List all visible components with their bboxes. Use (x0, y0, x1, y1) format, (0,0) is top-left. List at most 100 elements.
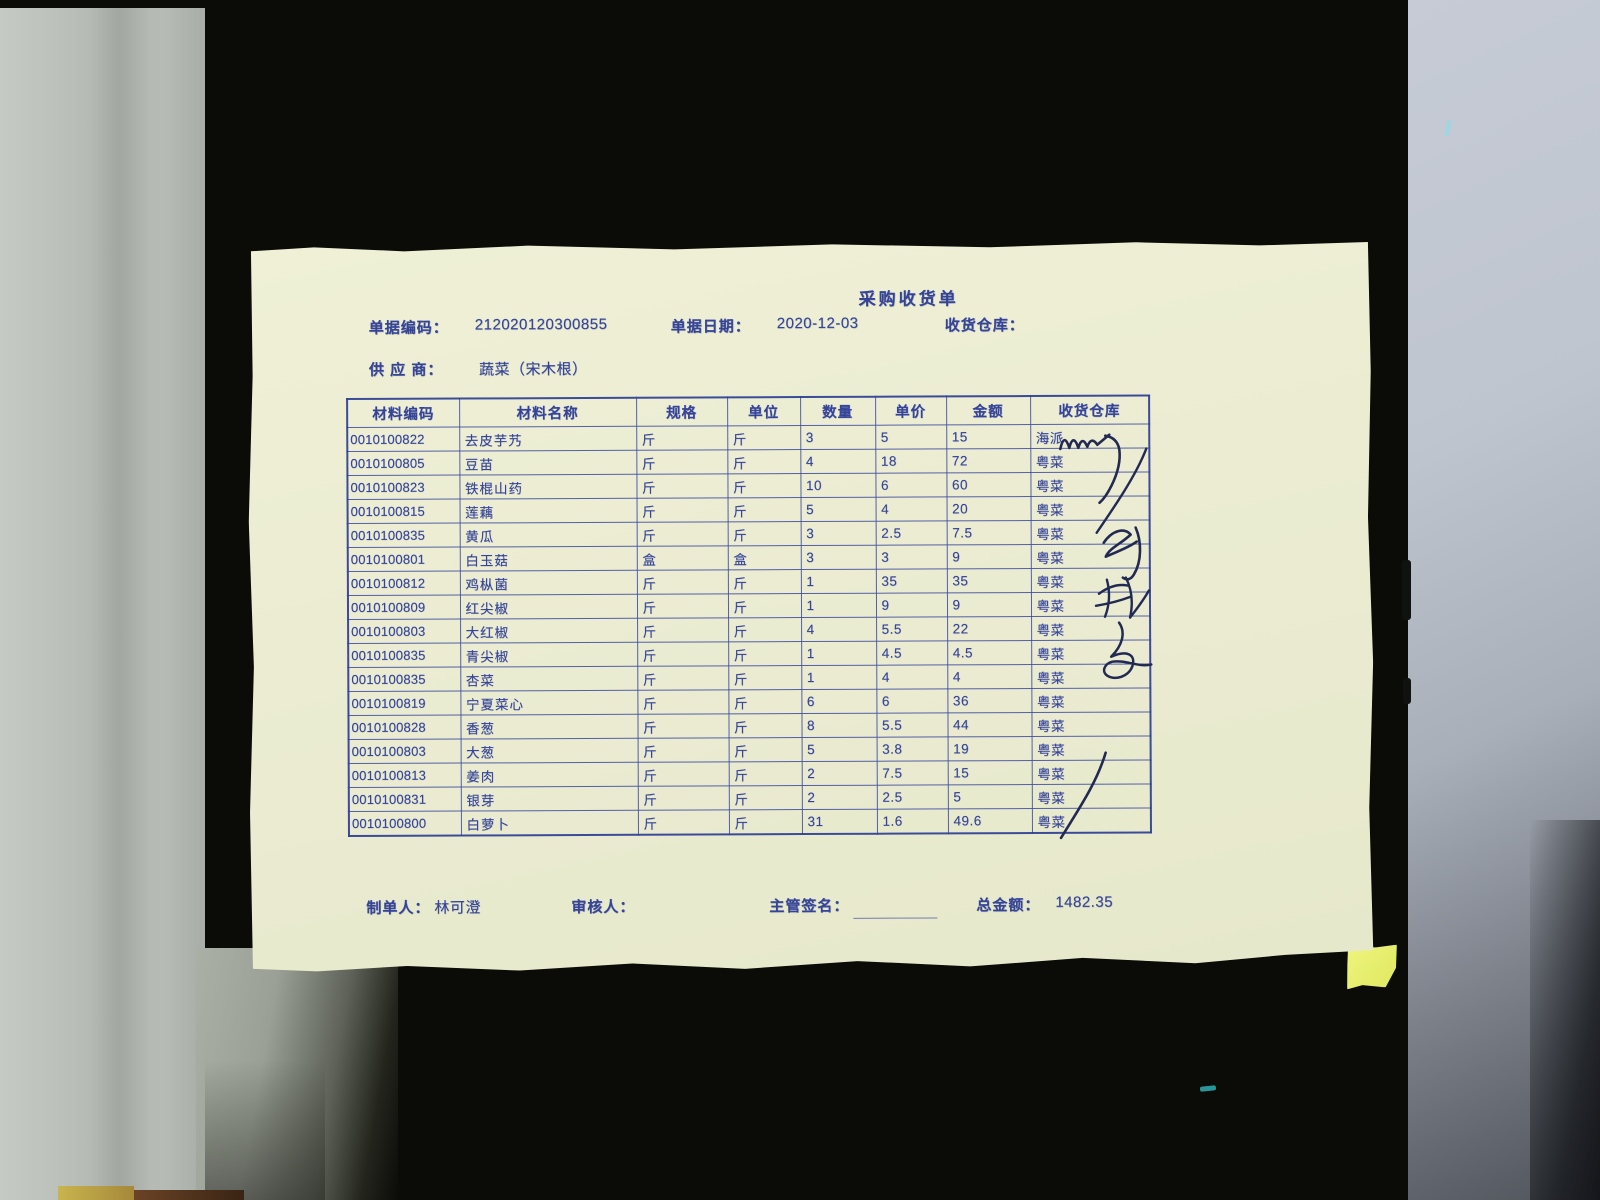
cell-amount: 72 (946, 449, 1030, 473)
cell-price: 4 (876, 497, 947, 521)
cell-spec: 斤 (637, 618, 728, 642)
cell-warehouse: 粤菜 (1032, 784, 1151, 809)
cell-qty: 2 (802, 761, 877, 785)
table-row: 0010100812 鸡枞菌斤斤 1 35 35 粤菜 (348, 568, 1150, 595)
cell-name: 黄瓜 (460, 522, 637, 547)
cell-unit: 斤 (729, 738, 802, 762)
cell-qty: 1 (801, 593, 876, 617)
cell-amount: 49.6 (948, 809, 1032, 834)
cell-spec: 盒 (637, 546, 728, 570)
header-amount: 金额 (946, 396, 1030, 425)
cell-unit: 斤 (728, 618, 801, 642)
header-warehouse: 收货仓库 (1030, 396, 1149, 425)
header-price: 单价 (875, 396, 946, 425)
cell-name: 大葱 (461, 738, 638, 763)
cell-amount: 22 (947, 617, 1031, 641)
cell-unit: 斤 (729, 786, 802, 810)
cell-spec: 斤 (636, 426, 727, 450)
cell-qty: 1 (801, 665, 876, 689)
cell-price: 2.5 (877, 785, 948, 809)
cell-code: 0010100831 (349, 787, 461, 811)
cell-warehouse: 粤菜 (1031, 664, 1150, 689)
cell-qty: 3 (801, 545, 876, 569)
floor-shadow (205, 1060, 325, 1200)
cell-price: 6 (876, 689, 947, 713)
receipt-paper: 采购收货单 单据编码： 212020120300855 单据日期： 2020-1… (246, 241, 1375, 973)
supplier-label: 供 应 商： (368, 361, 444, 379)
cell-name: 去皮芋艿 (459, 426, 636, 451)
cell-price: 5.5 (876, 713, 947, 737)
cell-price: 35 (876, 569, 947, 593)
cell-spec: 斤 (637, 570, 728, 594)
cell-name: 杏菜 (460, 666, 637, 691)
header-spec: 规格 (636, 397, 727, 426)
cell-qty: 4 (801, 617, 876, 641)
sticky-note-fragment (1345, 945, 1399, 990)
cell-name: 香葱 (460, 714, 637, 739)
cell-unit: 盒 (728, 546, 801, 570)
doc-no-value: 212020120300855 (474, 315, 608, 334)
cell-code: 0010100823 (347, 475, 459, 499)
cell-price: 7.5 (877, 761, 948, 785)
cell-code: 0010100812 (348, 571, 460, 595)
cell-warehouse: 粤菜 (1031, 592, 1150, 617)
cell-spec: 斤 (637, 690, 728, 714)
cell-amount: 15 (946, 425, 1030, 449)
cell-qty: 3 (800, 425, 875, 449)
header-unit: 单位 (727, 397, 800, 426)
supplier-value: 蔬菜（宋木根） (478, 360, 588, 379)
cell-code: 0010100809 (348, 595, 460, 619)
cell-unit: 斤 (729, 810, 802, 835)
cell-unit: 斤 (728, 498, 801, 522)
cell-code: 0010100819 (348, 691, 460, 715)
cell-code: 0010100800 (349, 811, 461, 836)
maker-label: 制单人： (366, 899, 431, 917)
debris-brown-strip (134, 1190, 244, 1200)
supervisor-label: 主管签名： (769, 897, 850, 916)
materials-table-header: 材料编码 材料名称 规格 单位 数量 单价 金额 收货仓库 (347, 396, 1149, 428)
mat-clip-notch (1403, 678, 1411, 704)
cell-warehouse: 粤菜 (1031, 568, 1150, 593)
cell-name: 大红椒 (460, 618, 637, 643)
cell-price: 4.5 (876, 641, 947, 665)
cell-name: 银芽 (461, 786, 638, 811)
supervisor-signature-line (853, 916, 937, 918)
maker-value: 林可澄 (434, 899, 481, 917)
cell-code: 0010100822 (347, 427, 459, 451)
table-row: 0010100803 大红椒斤斤 4 5.5 22 粤菜 (348, 616, 1150, 643)
cell-spec: 斤 (637, 594, 728, 618)
table-row: 0010100835 青尖椒斤斤 1 4.5 4.5 粤菜 (348, 640, 1150, 667)
header-name: 材料名称 (459, 398, 636, 427)
total-label: 总金额： (976, 897, 1041, 915)
cell-unit: 斤 (728, 666, 801, 690)
cell-unit: 斤 (729, 762, 802, 786)
cell-name: 白萝卜 (461, 810, 638, 835)
cell-price: 5.5 (876, 617, 947, 641)
cell-amount: 60 (946, 473, 1030, 497)
cell-spec: 斤 (638, 762, 729, 786)
doc-no-label: 单据编码： (368, 319, 449, 337)
cell-warehouse: 粤菜 (1030, 472, 1149, 497)
cell-code: 0010100835 (348, 523, 460, 547)
cell-code: 0010100801 (348, 547, 460, 571)
cell-amount: 20 (947, 497, 1031, 521)
cell-code: 0010100815 (348, 499, 460, 523)
table-row: 0010100801 白玉菇盒盒 3 3 9 粤菜 (348, 544, 1150, 571)
cell-spec: 斤 (638, 810, 729, 835)
cell-spec: 斤 (637, 666, 728, 690)
cell-name: 宁夏菜心 (460, 690, 637, 715)
doc-title: 采购收货单 (858, 289, 959, 309)
cell-spec: 斤 (636, 474, 727, 498)
auditor-label: 审核人： (571, 898, 636, 917)
table-row: 0010100823 铁棍山药斤斤 10 6 60 粤菜 (347, 472, 1149, 499)
cell-qty: 4 (800, 449, 875, 473)
cell-unit: 斤 (727, 450, 800, 474)
cell-name: 白玉菇 (460, 546, 637, 571)
doc-date-label: 单据日期： (670, 318, 751, 336)
cell-amount: 5 (948, 785, 1032, 809)
cell-qty: 10 (800, 473, 875, 497)
header-qty: 数量 (800, 397, 875, 426)
cell-price: 5 (875, 425, 946, 449)
cell-warehouse: 粤菜 (1032, 808, 1151, 833)
cell-warehouse: 粤菜 (1031, 688, 1150, 713)
